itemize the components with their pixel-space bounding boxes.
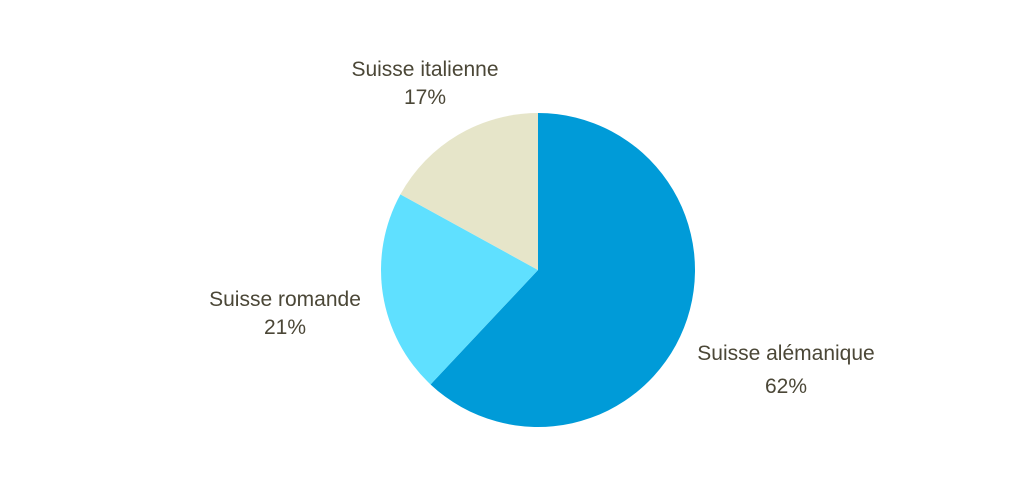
- slice-label-suisse-alemanique: Suisse alémanique: [697, 342, 874, 365]
- slice-value-suisse-romande: 21%: [264, 316, 306, 339]
- slice-label-suisse-italienne: Suisse italienne: [351, 58, 498, 81]
- pie-slice-suisse-italienne: [400, 112, 538, 270]
- pie-slice-suisse-alemanique: [430, 113, 696, 427]
- slice-value-suisse-alemanique: 62%: [765, 375, 807, 398]
- pie-slice-suisse-romande: [380, 194, 538, 385]
- slice-label-suisse-romande: Suisse romande: [209, 288, 361, 311]
- slice-value-suisse-italienne: 17%: [404, 86, 446, 109]
